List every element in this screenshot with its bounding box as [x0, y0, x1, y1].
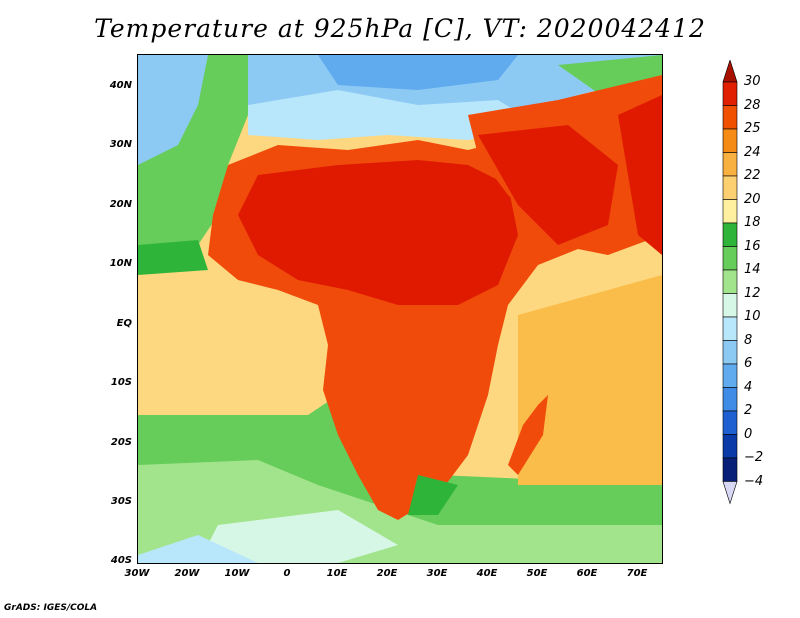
colorbar-swatch — [722, 105, 738, 130]
colorbar-label: 6 — [744, 356, 753, 371]
europe-colder — [318, 55, 518, 90]
colorbar-swatch — [722, 175, 738, 200]
colorbar-label: 14 — [744, 262, 761, 277]
temperature-field — [138, 55, 662, 563]
lat-label: 10S — [110, 377, 132, 388]
colorbar-top-arrow — [722, 60, 738, 83]
colorbar-label: 22 — [744, 168, 761, 183]
colorbar-label: 28 — [744, 97, 761, 113]
madagascar — [508, 395, 548, 475]
india-hottest — [618, 95, 662, 255]
colorbar-label: 16 — [744, 238, 761, 254]
lon-label: 50E — [526, 568, 548, 579]
southern-ocean-ice — [138, 535, 258, 563]
chart-title: Temperature at 925hPa [C], VT: 202004241… — [94, 14, 706, 43]
lat-label: EQ — [116, 318, 132, 329]
colorbar-swatch — [722, 316, 738, 341]
lon-label: 10W — [224, 568, 250, 579]
south-africa-cool — [408, 475, 458, 515]
lat-label: 40N — [109, 80, 132, 91]
footer-credit: GrADS: IGES/COLA — [4, 603, 98, 613]
colorbar-label: 12 — [744, 285, 761, 301]
map-panel — [137, 54, 663, 564]
arabia-hottest — [478, 125, 618, 245]
lat-label: 40S — [110, 555, 132, 566]
colorbar-swatch — [722, 81, 738, 106]
lon-label: 10E — [326, 568, 348, 579]
colorbar-swatch — [722, 387, 738, 412]
colorbar-swatch — [722, 128, 738, 153]
colorbar-swatch — [722, 410, 738, 435]
colorbar-swatch — [722, 246, 738, 271]
lon-label: 20E — [376, 568, 398, 579]
southern-ocean-coldest — [198, 510, 398, 563]
colorbar-label: 25 — [744, 121, 761, 136]
colorbar-label: 0 — [744, 426, 753, 442]
colorbar-label: 18 — [744, 215, 761, 230]
colorbar-swatch — [722, 434, 738, 459]
north-atlantic-cold — [138, 55, 208, 165]
lon-label: 30W — [124, 568, 150, 579]
lat-label: 30S — [110, 496, 132, 507]
colorbar-label: 2 — [744, 403, 753, 418]
colorbar-swatch — [722, 269, 738, 294]
lat-label: 10N — [109, 258, 132, 269]
colorbar-swatch — [722, 199, 738, 224]
sahara-hottest — [238, 160, 518, 305]
colorbar-label: 8 — [744, 332, 753, 348]
colorbar-swatch — [722, 457, 738, 482]
mediterranean-sea — [248, 90, 538, 140]
colorbar — [722, 60, 738, 505]
colorbar-swatch — [722, 293, 738, 318]
colorbar-label: −2 — [744, 450, 764, 465]
lon-label: 60E — [576, 568, 598, 579]
lat-label: 20N — [109, 199, 132, 210]
lon-label: 0 — [283, 568, 291, 579]
lon-label: 70E — [626, 568, 648, 579]
colorbar-bottom-arrow — [722, 481, 738, 505]
lon-label: 40E — [476, 568, 498, 579]
atlantic-green-band — [138, 240, 208, 275]
lon-label: 30E — [426, 568, 448, 579]
colorbar-swatch — [722, 152, 738, 177]
lat-label: 30N — [109, 139, 132, 150]
lat-label: 20S — [110, 437, 132, 448]
colorbar-swatch — [722, 222, 738, 247]
colorbar-label: 20 — [744, 191, 761, 207]
indian-ocean-mild — [518, 275, 662, 485]
colorbar-swatch — [722, 340, 738, 365]
colorbar-swatch — [722, 363, 738, 388]
lon-label: 20W — [174, 568, 200, 579]
colorbar-label: 4 — [744, 379, 753, 395]
colorbar-label: 30 — [744, 74, 761, 89]
colorbar-label: 10 — [744, 309, 761, 324]
colorbar-label: 24 — [744, 144, 761, 160]
colorbar-label: −4 — [744, 473, 764, 489]
